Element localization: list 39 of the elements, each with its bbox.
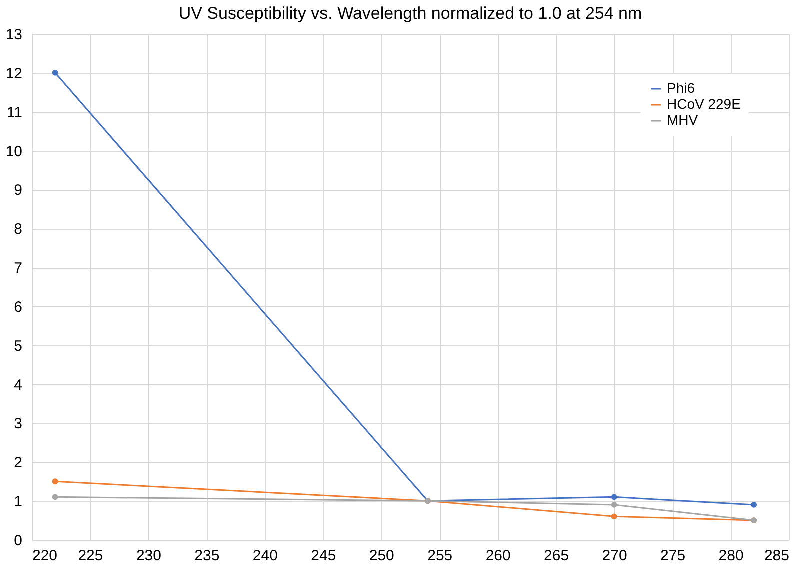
chart-title: UV Susceptibility vs. Wavelength normalized to 1.0 at 254 nm xyxy=(178,4,642,23)
y-tick-label: 6 xyxy=(14,298,22,316)
x-tick-label: 280 xyxy=(718,548,744,564)
x-tick-label: 245 xyxy=(311,548,336,564)
y-tick-label: 4 xyxy=(14,376,22,394)
y-tick-label: 1 xyxy=(14,494,22,511)
point xyxy=(751,502,758,508)
x-tick-label: 235 xyxy=(194,548,220,564)
x-tick-label: 240 xyxy=(252,548,278,564)
y-tick-label: 12 xyxy=(6,65,22,82)
point xyxy=(611,514,618,520)
y-tick-label: 7 xyxy=(14,260,22,278)
x-tick-label: 225 xyxy=(78,548,104,564)
legend-label: MHV xyxy=(667,112,699,128)
x-tick-label: 255 xyxy=(428,548,453,564)
y-tick-label: 0 xyxy=(14,532,22,550)
legend-label: Phi6 xyxy=(667,80,696,96)
point xyxy=(52,494,58,500)
x-tick-label: 285 xyxy=(764,548,790,564)
y-tick-label: 3 xyxy=(14,416,22,433)
x-tick-label: 220 xyxy=(32,548,58,564)
y-tick-label: 13 xyxy=(6,26,22,44)
x-tick-label: 260 xyxy=(486,548,511,564)
y-tick-label: 5 xyxy=(14,338,22,355)
x-tick-label: 265 xyxy=(544,548,570,564)
x-tick-label: 275 xyxy=(660,548,686,564)
point xyxy=(52,478,58,485)
x-tick-label: 250 xyxy=(369,548,394,564)
point xyxy=(611,502,618,508)
point xyxy=(611,494,618,500)
y-tick-label: 8 xyxy=(14,221,22,238)
x-tick-label: 230 xyxy=(136,548,162,564)
x-tick-label: 270 xyxy=(602,548,628,564)
y-tick-label: 10 xyxy=(6,143,22,160)
y-tick-label: 9 xyxy=(14,182,22,200)
y-tick-label: 11 xyxy=(6,104,22,122)
legend-label: HCoV 229E xyxy=(667,96,741,112)
point xyxy=(52,70,58,76)
y-tick-label: 2 xyxy=(14,454,22,472)
